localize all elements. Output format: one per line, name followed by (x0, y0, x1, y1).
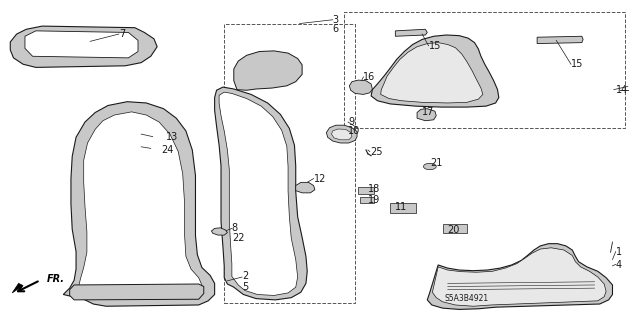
Bar (443, 224, 467, 233)
Polygon shape (296, 182, 315, 193)
Polygon shape (214, 87, 307, 300)
Text: 9: 9 (348, 117, 354, 127)
Text: S5A3B4921: S5A3B4921 (445, 294, 489, 303)
Bar (390, 203, 416, 213)
Polygon shape (234, 51, 302, 90)
Text: 15: 15 (571, 59, 583, 69)
Text: 6: 6 (333, 24, 339, 34)
Polygon shape (70, 284, 204, 300)
Polygon shape (211, 228, 227, 235)
Text: 11: 11 (396, 202, 408, 212)
Polygon shape (326, 125, 357, 143)
Text: 19: 19 (368, 195, 380, 205)
Text: 17: 17 (422, 108, 435, 117)
Text: 2: 2 (242, 271, 248, 281)
Polygon shape (371, 35, 499, 107)
Text: 1: 1 (616, 247, 622, 257)
Polygon shape (417, 109, 436, 121)
Polygon shape (219, 92, 298, 295)
Text: FR.: FR. (47, 274, 65, 284)
Text: 8: 8 (232, 223, 238, 234)
Polygon shape (381, 43, 483, 103)
Text: 3: 3 (333, 15, 339, 25)
Polygon shape (349, 80, 372, 94)
Polygon shape (433, 248, 606, 306)
Polygon shape (10, 26, 157, 67)
Polygon shape (63, 102, 214, 306)
Bar (344, 12, 625, 128)
Text: 21: 21 (430, 158, 442, 168)
Polygon shape (428, 244, 612, 309)
Circle shape (424, 163, 436, 170)
Text: 25: 25 (370, 146, 382, 157)
Text: 10: 10 (348, 126, 360, 136)
Text: 5: 5 (242, 282, 248, 292)
Text: 20: 20 (448, 225, 460, 235)
Bar (224, 24, 355, 303)
Text: 16: 16 (364, 72, 376, 82)
Bar (360, 197, 374, 203)
Text: 22: 22 (232, 233, 244, 243)
Polygon shape (79, 112, 202, 299)
Polygon shape (332, 129, 352, 140)
Text: 13: 13 (166, 132, 178, 142)
Polygon shape (12, 283, 23, 293)
Bar (358, 187, 374, 194)
Text: 24: 24 (162, 145, 174, 155)
Text: 7: 7 (119, 29, 125, 39)
Polygon shape (25, 31, 138, 58)
Text: 14: 14 (616, 85, 628, 95)
Polygon shape (537, 36, 583, 44)
Text: 12: 12 (314, 174, 326, 183)
Text: 18: 18 (368, 184, 380, 194)
Text: 15: 15 (429, 41, 441, 51)
Polygon shape (396, 29, 428, 36)
Text: 4: 4 (616, 260, 622, 270)
